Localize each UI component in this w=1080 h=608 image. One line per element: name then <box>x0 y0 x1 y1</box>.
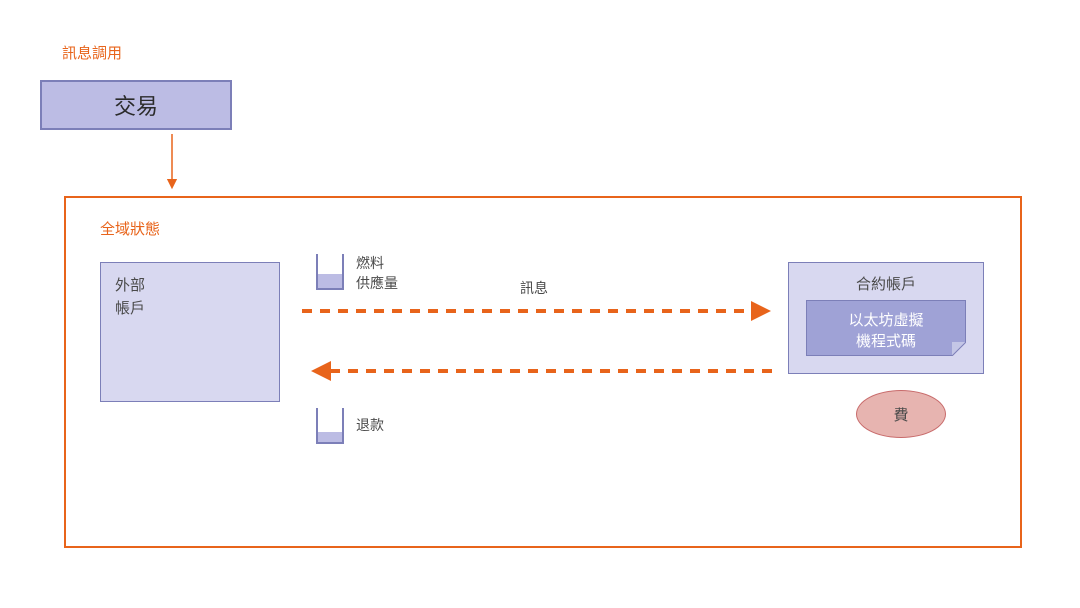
folded-corner-icon <box>952 342 966 356</box>
evm-code-box: 以太坊虛擬 機程式碼 <box>806 300 966 356</box>
evm-code-line2: 機程式碼 <box>811 330 961 351</box>
refund-bucket-icon <box>316 408 344 444</box>
external-account-box: 外部 帳戶 <box>100 262 280 402</box>
gas-bucket-fill <box>318 274 342 288</box>
down-arrow <box>160 130 184 196</box>
gas-label-line1: 燃料 <box>356 254 398 274</box>
refund-bucket-label: 退款 <box>356 416 384 436</box>
fee-label: 費 <box>893 404 908 425</box>
gas-bucket-label: 燃料 供應量 <box>356 254 398 293</box>
diagram-title: 訊息調用 <box>62 42 122 63</box>
fee-ellipse: 費 <box>856 390 946 438</box>
global-state-label: 全域狀態 <box>100 218 160 239</box>
external-account-line1: 外部 <box>115 275 265 298</box>
message-arrow-left <box>296 356 786 386</box>
transaction-box: 交易 <box>40 80 232 130</box>
evm-code-line1: 以太坊虛擬 <box>811 309 961 330</box>
message-label: 訊息 <box>520 278 548 298</box>
external-account-line2: 帳戶 <box>115 298 265 321</box>
refund-bucket-fill <box>318 432 342 442</box>
contract-account-title: 合約帳戶 <box>789 263 983 294</box>
gas-label-line2: 供應量 <box>356 274 398 294</box>
message-arrow-right <box>296 296 786 326</box>
transaction-label: 交易 <box>114 89 158 121</box>
gas-bucket-icon <box>316 254 344 290</box>
